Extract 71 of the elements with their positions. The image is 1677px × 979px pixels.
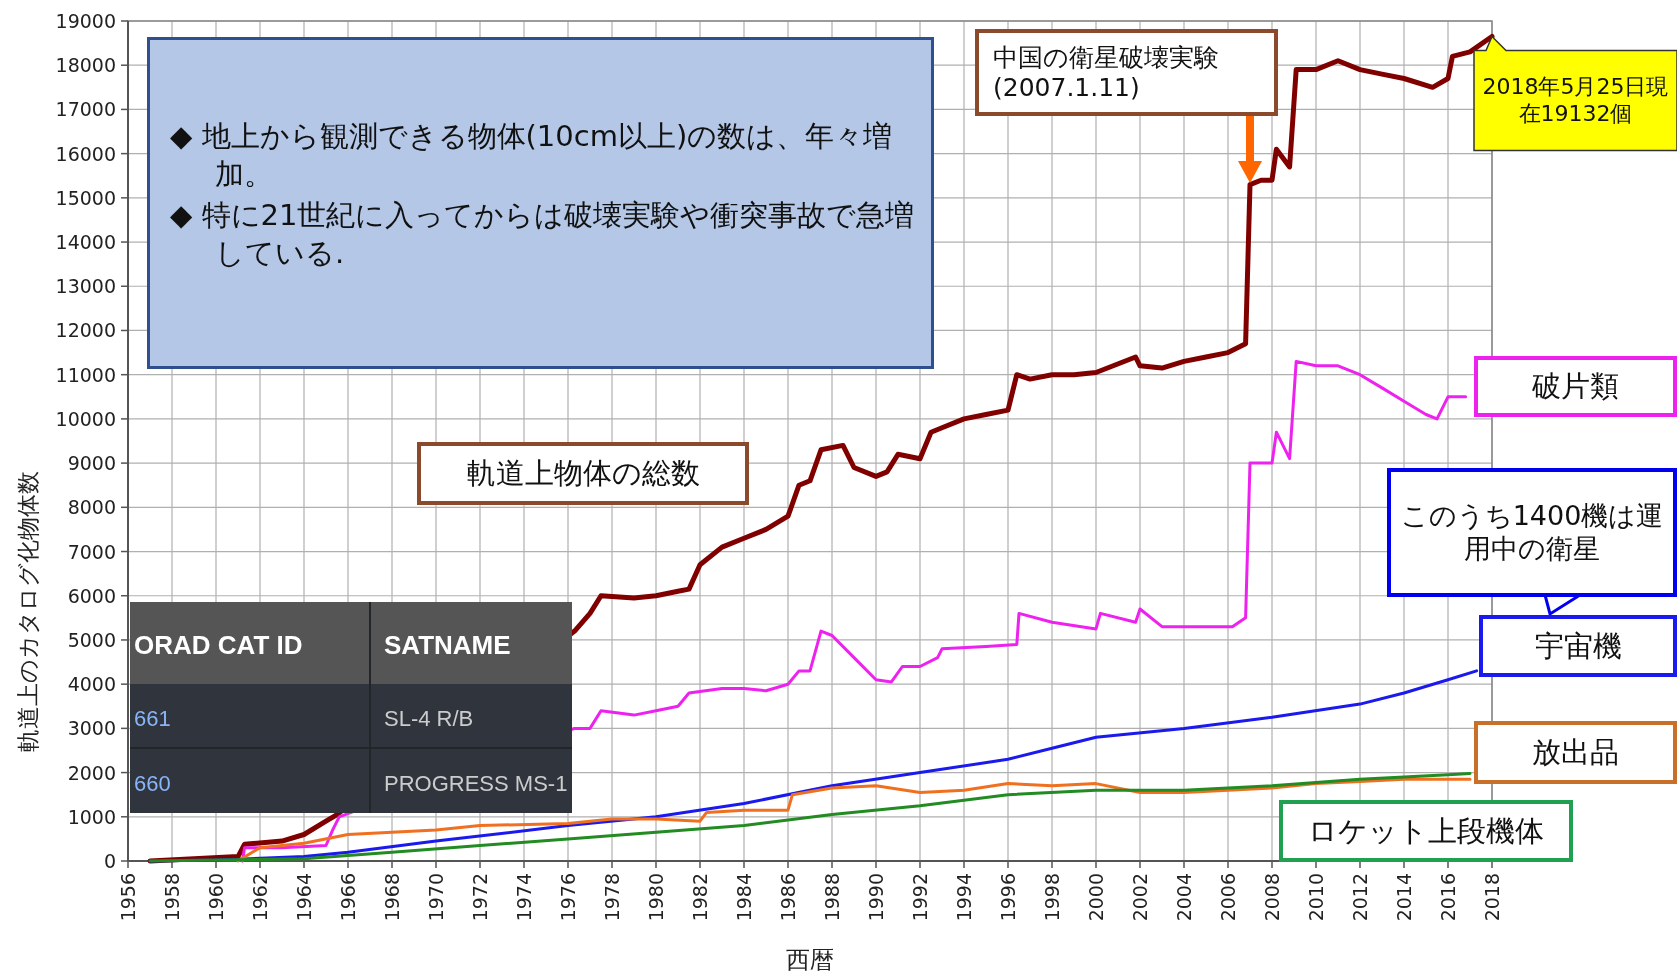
text-box: 放出品 — [1474, 721, 1677, 784]
y-tick-label: 0 — [103, 850, 116, 872]
x-tick-label: 2016 — [1437, 873, 1459, 922]
y-tick-label: 16000 — [55, 142, 116, 165]
x-tick-label: 1956 — [117, 873, 139, 922]
text-box: 破片類 — [1474, 356, 1677, 417]
y-tick-label: 2000 — [67, 761, 116, 784]
text-box: 中国の衛星破壊実験(2007.1.11) — [975, 29, 1278, 116]
text-box: ロケット上段機体 — [1279, 800, 1573, 862]
annotation: 660 — [134, 771, 171, 796]
x-tick-label: 1974 — [513, 873, 535, 922]
x-tick-label: 1968 — [381, 873, 403, 922]
x-tick-label: 1984 — [733, 873, 755, 922]
x-tick-label: 2012 — [1349, 873, 1371, 922]
x-tick-label: 2014 — [1393, 873, 1415, 922]
x-tick-label: 1970 — [425, 873, 447, 922]
y-tick-label: 7000 — [67, 540, 116, 563]
x-tick-label: 1966 — [337, 873, 359, 922]
y-tick-label: 8000 — [67, 496, 116, 519]
x-tick-label: 1986 — [777, 873, 799, 922]
y-tick-label: 9000 — [67, 452, 116, 475]
y-tick-label: 18000 — [55, 54, 116, 77]
callout: 2018年5月25日現在19132個 — [1473, 35, 1677, 152]
x-tick-label: 1980 — [645, 873, 667, 922]
x-tick-label: 1992 — [909, 873, 931, 922]
x-tick-label: 2018 — [1481, 873, 1503, 922]
y-tick-label: 1000 — [67, 805, 116, 828]
text-box: このうち1400機は運用中の衛星 — [1387, 468, 1677, 597]
annotation: ORAD CAT ID — [134, 630, 303, 660]
y-tick-label: 11000 — [55, 363, 116, 386]
annotation: 661 — [134, 706, 171, 731]
y-tick-label: 13000 — [55, 275, 116, 298]
x-tick-label: 2002 — [1129, 873, 1151, 922]
annotation: SATNAME — [384, 630, 511, 660]
x-tick-label: 1988 — [821, 873, 843, 922]
y-tick-label: 6000 — [67, 584, 116, 607]
x-tick-label: 1990 — [865, 873, 887, 922]
x-tick-label: 1962 — [249, 873, 271, 922]
y-tick-label: 14000 — [55, 231, 116, 254]
x-tick-label: 1958 — [161, 873, 183, 922]
x-tick-label: 2008 — [1261, 873, 1283, 922]
x-tick-label: 1976 — [557, 873, 579, 922]
annotation: PROGRESS MS-1 — [384, 771, 568, 796]
annotation: ◆ 地上から観測できる物体(10cm以上)の数は、年々増加。 — [170, 118, 894, 193]
y-tick-label: 3000 — [67, 717, 116, 740]
x-tick-label: 2000 — [1085, 873, 1107, 922]
x-axis-title: 西暦 — [786, 946, 834, 974]
annotation: 2018年5月25日現在19132個 — [1481, 72, 1670, 129]
y-tick-label: 12000 — [55, 319, 116, 342]
x-tick-label: 1960 — [205, 873, 227, 922]
y-tick-label: 10000 — [55, 407, 116, 430]
annotation: SL-4 R/B — [384, 706, 474, 731]
y-tick-label: 4000 — [67, 673, 116, 696]
y-axis-title: 軌道上のカタログ化物体数 — [15, 470, 41, 752]
x-tick-label: 2004 — [1173, 873, 1195, 922]
x-tick-label: 1978 — [601, 873, 623, 922]
text-box: 軌道上物体の総数 — [417, 442, 749, 505]
x-tick-label: 1964 — [293, 873, 315, 922]
annotation: ◆ 特に21世紀に入ってからは破壊実験や衝突事故で急増している. — [170, 197, 915, 273]
y-tick-label: 17000 — [55, 98, 116, 121]
x-tick-label: 2010 — [1305, 873, 1327, 922]
x-tick-label: 1982 — [689, 873, 711, 922]
x-tick-label: 2006 — [1217, 873, 1239, 922]
y-tick-label: 5000 — [67, 628, 116, 651]
x-tick-label: 1996 — [997, 873, 1019, 922]
text-box: ◆ 地上から観測できる物体(10cm以上)の数は、年々増加。 ◆ 特に21世紀に入ってからは破壊実験や衝突事故で急増している. — [147, 37, 934, 369]
y-tick-label: 15000 — [55, 186, 116, 209]
x-tick-label: 1972 — [469, 873, 491, 922]
y-tick-label: 19000 — [55, 10, 116, 32]
x-tick-label: 1998 — [1041, 873, 1063, 922]
x-tick-label: 1994 — [953, 873, 975, 922]
